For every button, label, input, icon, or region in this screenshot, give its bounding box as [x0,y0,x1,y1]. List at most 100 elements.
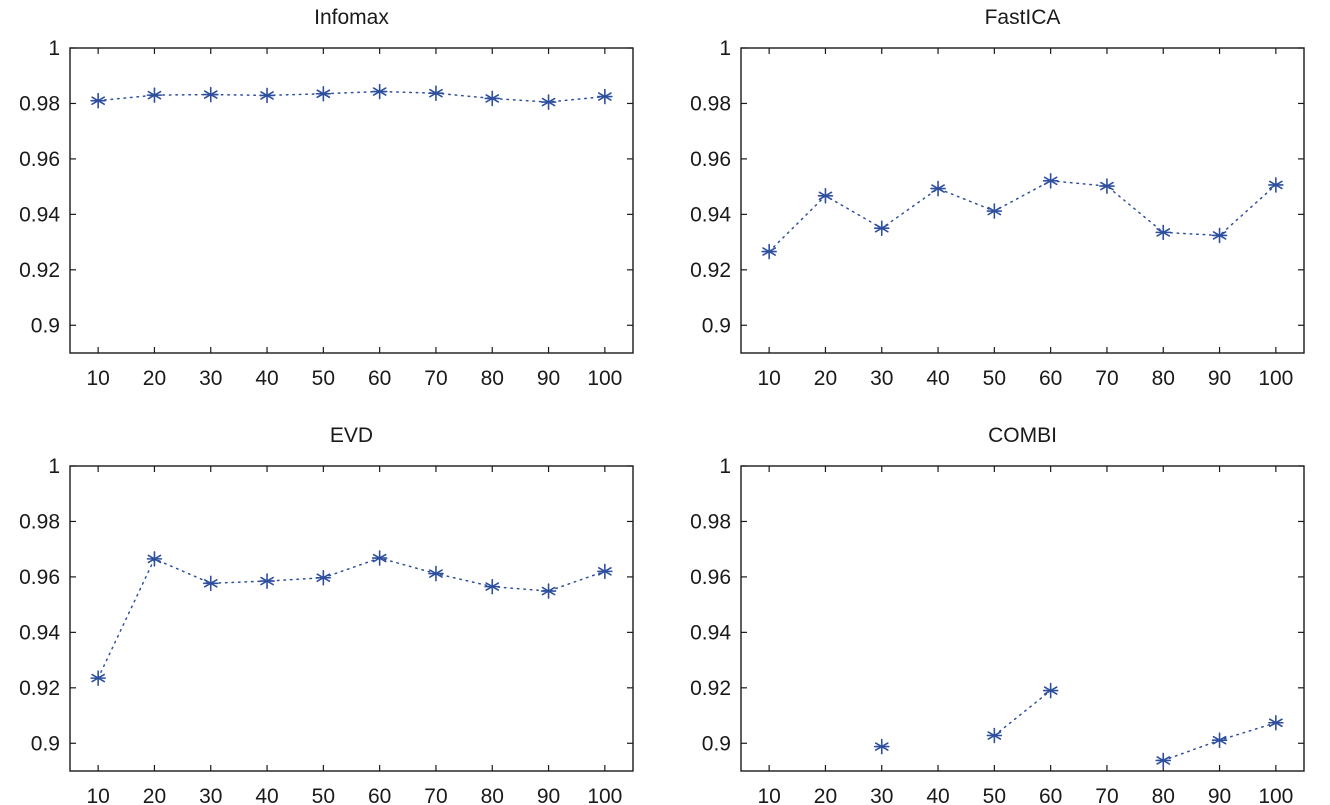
y-tick-label: 0.96 [19,148,60,171]
x-tick-label: 30 [199,367,222,390]
axis-ticks: 10 20 30 40 50 60 70 80 90 100 0.9 0.92 0.94 0.96 0.98… [690,37,1304,390]
series-line [768,180,1277,253]
data-point [1211,732,1228,749]
panel-title: COMBI [988,424,1057,447]
data-point [1099,178,1115,194]
data-point [484,578,501,595]
x-tick-label: 60 [368,367,391,390]
data-point [428,85,444,101]
x-tick-label: 100 [1258,367,1293,390]
data-point [986,727,1003,744]
x-tick-label: 80 [1152,785,1175,805]
y-tick-label: 0.9 [702,314,731,337]
y-tick-label: 0.92 [690,677,731,700]
x-tick-label: 60 [368,785,391,805]
data-point [873,738,890,755]
x-tick-label: 100 [587,785,622,805]
data-point [371,550,388,566]
data-point [817,187,834,204]
data-point [597,88,613,105]
series-plot [761,173,1284,260]
data-point [90,92,106,109]
x-tick-label: 100 [587,367,622,390]
y-tick-label: 0.96 [690,566,731,589]
x-tick-label: 70 [1095,785,1118,805]
x-tick-label: 90 [1208,785,1231,805]
x-tick-label: 60 [1039,785,1062,805]
series-plot [90,83,613,110]
x-tick-label: 40 [255,785,278,805]
x-tick-label: 20 [814,367,837,390]
x-tick-label: 20 [814,785,837,805]
x-tick-label: 60 [1039,367,1062,390]
data-point [597,563,613,580]
y-tick-label: 1 [48,455,60,478]
y-tick-label: 0.9 [31,314,60,337]
data-point [1268,714,1284,731]
data-point [540,94,557,110]
x-tick-label: 50 [312,785,335,805]
data-point [540,583,557,599]
x-tick-label: 40 [255,367,278,390]
data-point [1155,224,1172,241]
x-tick-label: 10 [86,367,109,390]
data-point [484,90,501,107]
data-point [315,569,332,586]
x-tick-label: 90 [537,367,560,390]
x-tick-label: 50 [983,367,1006,390]
y-tick-label: 0.94 [19,203,60,226]
x-tick-label: 50 [983,785,1006,805]
data-point [202,575,219,592]
x-tick-label: 70 [424,367,447,390]
x-tick-label: 80 [481,367,504,390]
y-tick-label: 1 [719,37,731,60]
panel-infomax: Infomax 10 20 30 40 50 60 70 80 90 100 0.9 0.92 0.94… [19,6,634,390]
x-tick-label: 10 [86,785,109,805]
x-tick-label: 30 [870,785,893,805]
series-line [97,90,606,103]
data-point [1042,173,1059,189]
panel-evd: EVD 10 20 30 40 50 60 70 80 90 100 0.9 0.92 0.94 0.96… [19,424,634,805]
axis-ticks: 10 20 30 40 50 60 70 80 90 100 0.9 0.92 0.94 0.96 0.98… [19,455,633,805]
y-tick-label: 0.98 [690,510,731,533]
x-tick-label: 50 [312,367,335,390]
data-point [315,85,332,102]
series-plot [873,682,1284,769]
panel-title: FastICA [985,6,1061,29]
axis-ticks: 10 20 30 40 50 60 70 80 90 100 0.9 0.92 0.94 0.96 0.98… [19,37,633,390]
data-point [1211,227,1228,244]
x-tick-label: 40 [926,785,949,805]
series-plot [90,550,613,686]
data-point [259,87,275,104]
data-point [761,243,777,260]
panel-title: EVD [330,424,373,447]
data-point [873,220,890,237]
data-point [428,565,444,582]
x-tick-label: 80 [1152,367,1175,390]
data-point [986,203,1003,219]
x-tick-label: 20 [143,785,166,805]
y-tick-label: 1 [719,455,731,478]
y-tick-label: 0.94 [690,621,731,644]
panel-fastica: FastICA 10 20 30 40 50 60 70 80 90 100 0.9 0.92 0.94… [690,6,1305,390]
x-tick-label: 20 [143,367,166,390]
data-point [930,180,946,197]
x-tick-label: 10 [757,785,780,805]
y-tick-label: 0.94 [19,621,60,644]
panel-combi: COMBI 10 20 30 40 50 60 70 80 90 100 0.9 0.92 0.94 0.… [690,424,1305,805]
y-tick-label: 0.92 [19,677,60,700]
y-tick-label: 0.92 [19,259,60,282]
axes-box [740,465,1305,772]
y-tick-label: 0.92 [690,259,731,282]
axis-ticks: 10 20 30 40 50 60 70 80 90 100 0.9 0.92 0.94 0.96 0.98… [690,455,1304,805]
panel-title: Infomax [314,6,389,29]
axes-box [740,47,1305,354]
x-tick-label: 90 [1208,367,1231,390]
x-tick-label: 10 [757,367,780,390]
x-tick-label: 70 [1095,367,1118,390]
axes-box [69,47,634,354]
y-tick-label: 0.98 [690,92,731,115]
data-point [1042,682,1059,699]
x-tick-label: 70 [424,785,447,805]
data-point [90,670,106,686]
